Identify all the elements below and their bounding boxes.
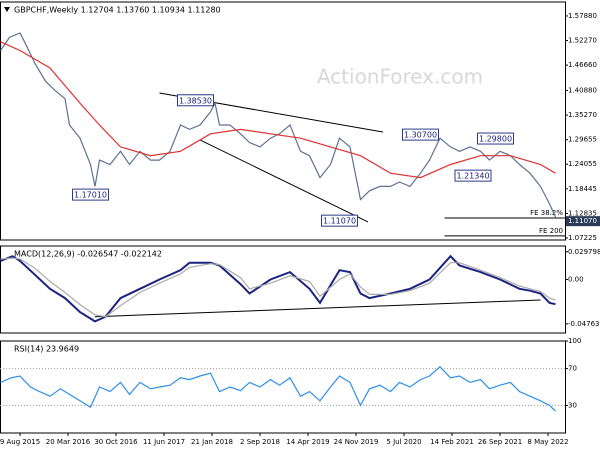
y-tick-label: 1.35270	[568, 111, 597, 119]
panel-title: MACD(12,26,9) -0.026547 -0.022142	[14, 250, 162, 259]
x-tick-label: 8 May 2022	[527, 438, 568, 446]
annotation-box	[454, 169, 492, 182]
y-tick-label: 70	[568, 365, 577, 373]
panel-title: RSI(14) 23.9649	[14, 345, 79, 354]
y-tick-label: 1.52270	[568, 37, 597, 45]
series-line	[0, 365, 556, 412]
annotation-box	[71, 188, 109, 201]
y-tick-label: 30	[568, 401, 577, 409]
y-tick-label: 0.00	[568, 275, 584, 283]
watermark: ActionForex.com	[317, 65, 483, 89]
y-tick-label: 1.18445	[568, 185, 597, 193]
y-tick-label: 1.46660	[568, 61, 597, 69]
y-tick-label: -0.047637	[568, 320, 600, 328]
annotation-box	[321, 214, 359, 227]
x-tick-label: 9 Aug 2015	[0, 438, 40, 446]
annotation-label: 1.29800	[479, 135, 512, 144]
y-tick-label: 100	[568, 337, 581, 345]
last-price-label: 1.11070	[568, 217, 597, 225]
annotation-label: 1.17010	[74, 191, 107, 200]
x-tick-label: 11 Jun 2017	[143, 438, 185, 446]
last-price-box	[566, 216, 600, 227]
series-line	[0, 254, 556, 323]
panel-title: GBPCHF,Weekly 1.12704 1.13760 1.10934 1.…	[14, 6, 221, 15]
annotation-label: 1.38530	[179, 96, 212, 105]
x-tick-label: 24 Nov 2019	[334, 438, 379, 446]
x-tick-label: 21 Jan 2018	[191, 438, 233, 446]
y-tick-label: 0.029798	[568, 248, 600, 256]
trendline	[199, 139, 369, 223]
menu-arrow	[4, 7, 10, 12]
x-tick-label: 26 Sep 2021	[478, 438, 522, 446]
series-line	[0, 41, 556, 179]
panel-frame	[0, 1, 566, 241]
series-line	[0, 32, 557, 218]
x-tick-label: 20 Mar 2016	[46, 438, 91, 446]
y-tick-label: 1.07225	[568, 234, 597, 242]
fib-label: FE 200	[539, 227, 563, 235]
annotation-box	[176, 94, 214, 107]
y-tick-label: 1.24055	[568, 160, 597, 168]
x-tick-label: 14 Feb 2021	[430, 438, 474, 446]
annotation-box	[477, 132, 515, 145]
annotation-box	[402, 128, 440, 141]
panel-frame	[0, 245, 566, 334]
y-tick-label: 1.40880	[568, 86, 597, 94]
panel-frame	[0, 340, 566, 434]
y-tick-label: 1.57880	[568, 12, 597, 20]
fib-label: FE 38.2%	[530, 209, 563, 217]
x-tick-label: 30 Oct 2016	[94, 438, 138, 446]
trendline	[94, 299, 541, 318]
annotation-label: 1.21340	[456, 172, 489, 181]
x-tick-label: 14 Apr 2019	[286, 438, 329, 446]
x-tick-label: 5 Jul 2020	[386, 438, 421, 446]
annotation-label: 1.30700	[404, 131, 437, 140]
series-line	[0, 257, 556, 318]
y-tick-label: 1.12835	[568, 209, 597, 217]
y-tick-label: 1.29655	[568, 136, 597, 144]
x-tick-label: 2 Sep 2018	[240, 438, 280, 446]
annotation-label: 1.11070	[323, 217, 356, 226]
